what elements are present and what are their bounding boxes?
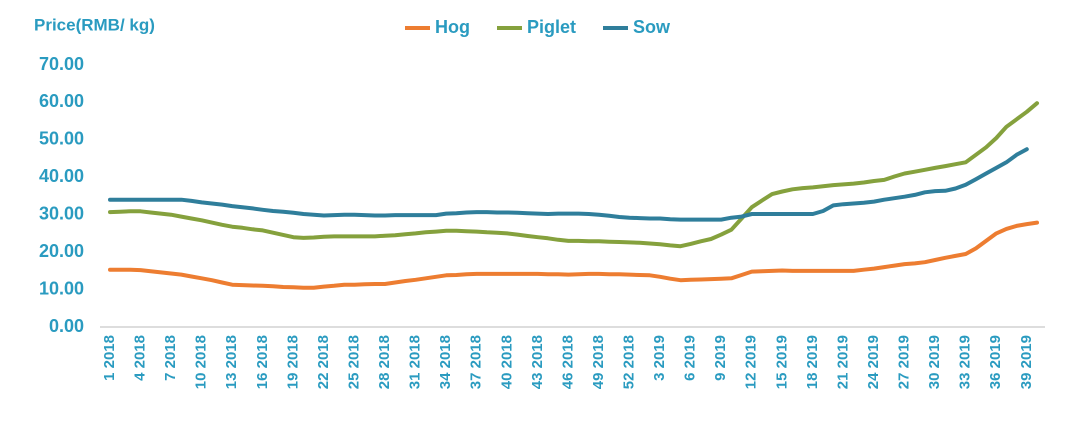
x-tick-label: 22 2018 — [315, 335, 332, 389]
x-tick-label: 16 2018 — [254, 335, 271, 389]
x-tick-label: 7 2018 — [162, 335, 179, 381]
y-tick-label: 40.00 — [39, 166, 84, 186]
line-series — [108, 147, 1029, 222]
x-tick-label: 31 2018 — [407, 335, 424, 389]
x-tick-label: 19 2018 — [284, 335, 301, 389]
x-tick-label: 39 2019 — [1018, 335, 1035, 389]
legend-label: Piglet — [527, 17, 576, 37]
x-tick-label: 43 2018 — [529, 335, 546, 389]
x-tick-label: 27 2019 — [896, 335, 913, 389]
x-tick-label: 12 2019 — [743, 335, 760, 389]
x-tick-label: 40 2018 — [498, 335, 515, 389]
x-tick-label: 3 2019 — [651, 335, 668, 381]
x-tick-label: 25 2018 — [345, 335, 362, 389]
y-tick-label: 30.00 — [39, 203, 84, 223]
x-tick-label: 6 2019 — [682, 335, 699, 381]
x-tick-label: 15 2019 — [773, 335, 790, 389]
x-tick-label: 49 2018 — [590, 335, 607, 389]
x-tick-label: 9 2019 — [712, 335, 729, 381]
x-tick-label: 37 2018 — [468, 335, 485, 389]
line-series — [108, 101, 1039, 249]
x-tick-label: 46 2018 — [559, 335, 576, 389]
x-tick-label: 4 2018 — [132, 335, 149, 381]
y-tick-label: 70.00 — [39, 54, 84, 74]
x-tick-label: 52 2018 — [620, 335, 637, 389]
x-tick-label: 34 2018 — [437, 335, 454, 389]
y-tick-label: 10.00 — [39, 278, 84, 298]
x-tick-label: 13 2018 — [223, 335, 240, 389]
x-tick-label: 30 2019 — [926, 335, 943, 389]
x-tick-label: 28 2018 — [376, 335, 393, 389]
y-axis-title: Price(RMB/ kg) — [34, 15, 155, 34]
y-tick-label: 60.00 — [39, 91, 84, 111]
x-tick-label: 1 2018 — [101, 335, 118, 381]
x-tick-label: 18 2019 — [804, 335, 821, 389]
y-tick-label: 50.00 — [39, 129, 84, 149]
x-tick-label: 36 2019 — [987, 335, 1004, 389]
line-series — [108, 220, 1039, 290]
legend-label: Sow — [633, 17, 671, 37]
x-tick-label: 21 2019 — [834, 335, 851, 389]
x-tick-label: 33 2019 — [957, 335, 974, 389]
y-tick-label: 0.00 — [49, 316, 84, 336]
x-tick-label: 10 2018 — [193, 335, 210, 389]
y-tick-label: 20.00 — [39, 241, 84, 261]
x-tick-label: 24 2019 — [865, 335, 882, 389]
legend-label: Hog — [435, 17, 470, 37]
